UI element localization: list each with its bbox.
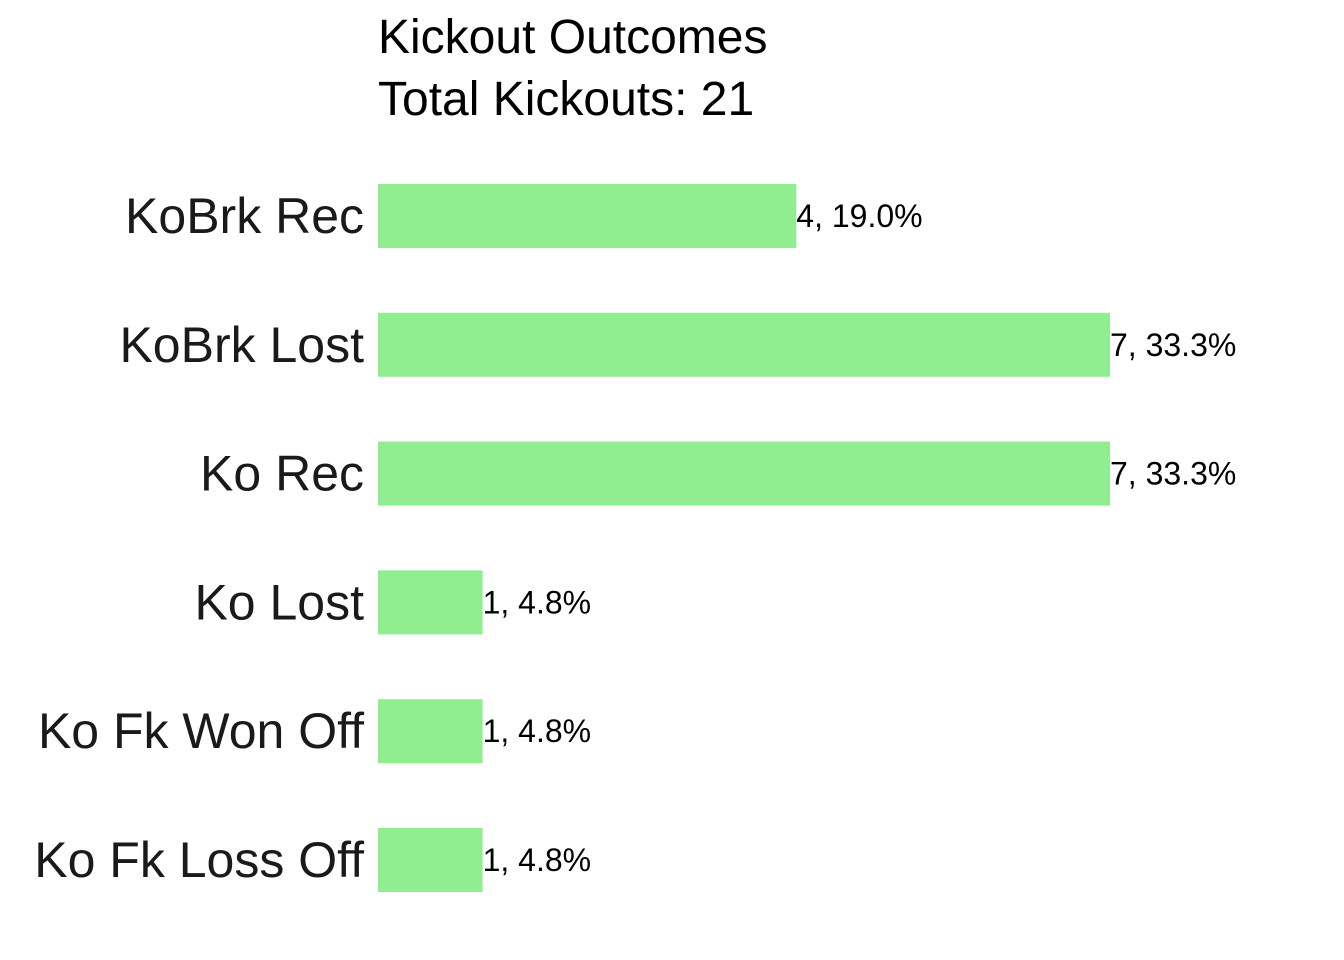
data-label: 1, 4.8% [483, 842, 592, 878]
category-label: Ko Fk Loss Off [34, 832, 364, 888]
chart-title: Kickout Outcomes [378, 11, 768, 64]
bar [378, 828, 483, 892]
bar [378, 312, 1110, 377]
category-label: Ko Fk Won Off [38, 703, 364, 759]
category-label: Ko Lost [194, 574, 364, 630]
data-label: 1, 4.8% [483, 584, 592, 620]
data-label: 4, 19.0% [796, 198, 922, 234]
data-label: 1, 4.8% [483, 713, 592, 749]
chart-subtitle: Total Kickouts: 21 [378, 73, 755, 126]
category-label: KoBrk Rec [125, 188, 364, 244]
bar [378, 570, 483, 635]
data-label: 7, 33.3% [1110, 327, 1236, 363]
bar [378, 441, 1110, 506]
bar [378, 184, 797, 248]
data-label: 7, 33.3% [1110, 456, 1236, 492]
category-label: KoBrk Lost [119, 317, 364, 373]
bar [378, 699, 483, 764]
category-label: Ko Rec [200, 446, 364, 502]
